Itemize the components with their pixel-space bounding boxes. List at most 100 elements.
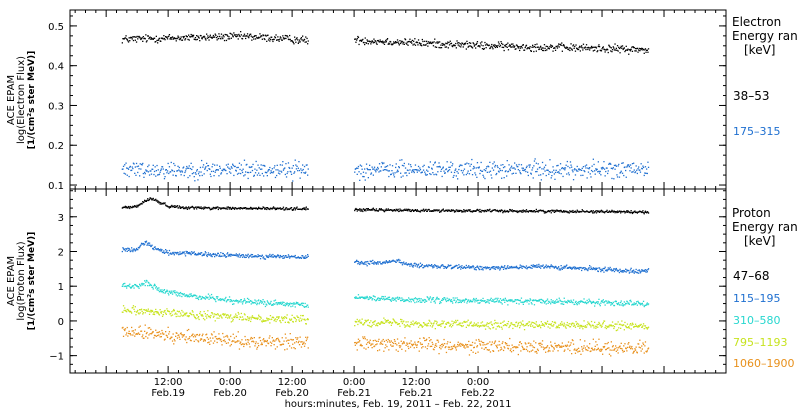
- proton-point-series-0: [182, 206, 184, 208]
- proton-point-series-2: [450, 299, 453, 301]
- electron-point-series-1: [435, 174, 438, 176]
- proton-point-series-3: [385, 320, 387, 322]
- proton-point-series-3: [471, 325, 473, 327]
- proton-point-series-2: [528, 303, 530, 305]
- proton-point-series-2: [558, 297, 560, 299]
- electron-point-series-0: [423, 44, 425, 46]
- electron-point-series-0: [447, 47, 449, 49]
- electron-point-series-0: [370, 41, 373, 43]
- proton-point-series-2: [287, 305, 290, 307]
- electron-point-series-0: [126, 39, 128, 41]
- proton-point-series-0: [564, 210, 567, 212]
- proton-point-series-2: [237, 302, 239, 304]
- proton-point-series-3: [261, 321, 263, 323]
- proton-point-series-1: [590, 267, 593, 270]
- proton-point-series-3: [365, 320, 368, 322]
- proton-point-series-0: [554, 209, 556, 212]
- proton-point-series-2: [368, 298, 370, 300]
- electron-point-series-1: [421, 171, 423, 173]
- electron-point-series-1: [253, 174, 255, 176]
- electron-point-series-0: [134, 39, 136, 41]
- proton-point-series-2: [492, 298, 494, 301]
- electron-point-series-0: [139, 37, 141, 39]
- proton-point-series-3: [358, 321, 360, 323]
- electron-point-series-0: [356, 38, 358, 40]
- electron-point-series-0: [411, 39, 413, 42]
- electron-point-series-0: [209, 34, 211, 36]
- proton-point-series-3: [257, 317, 259, 319]
- electron-point-series-0: [427, 45, 429, 47]
- proton-point-series-3: [356, 321, 358, 323]
- proton-point-series-3: [225, 316, 227, 318]
- proton-point-series-3: [581, 326, 583, 328]
- proton-point-series-3: [175, 312, 177, 314]
- proton-point-series-3: [530, 323, 532, 325]
- proton-point-series-2: [610, 302, 612, 304]
- proton-point-series-3: [598, 323, 601, 325]
- proton-point-series-0: [490, 211, 492, 213]
- proton-point-series-2: [223, 299, 225, 301]
- electron-point-series-1: [373, 168, 375, 170]
- proton-point-series-1: [592, 268, 594, 270]
- proton-point-series-0: [222, 207, 224, 209]
- electron-point-series-1: [254, 168, 256, 170]
- proton-point-series-2: [159, 289, 161, 291]
- proton-point-series-1: [173, 254, 175, 256]
- proton-point-series-3: [621, 324, 624, 327]
- electron-point-series-0: [392, 43, 394, 45]
- xtick-label-time: 0:00: [467, 377, 489, 388]
- proton-point-series-2: [641, 302, 643, 304]
- proton-point-series-3: [460, 325, 462, 327]
- electron-point-series-1: [260, 164, 262, 166]
- electron-point-series-1: [281, 164, 283, 166]
- electron-point-series-1: [264, 165, 266, 167]
- proton-point-series-0: [611, 209, 613, 211]
- electron-point-series-1: [432, 164, 435, 166]
- proton-point-series-3: [593, 327, 595, 329]
- proton-point-series-2: [474, 301, 476, 303]
- proton-point-series-3: [480, 322, 482, 324]
- proton-point-series-2: [303, 305, 305, 308]
- proton-point-series-2: [607, 302, 609, 304]
- proton-point-series-3: [535, 321, 537, 323]
- proton-point-series-0: [549, 210, 551, 212]
- electron-point-series-1: [601, 168, 603, 170]
- proton-point-series-1: [399, 259, 401, 261]
- proton-point-series-1: [609, 266, 611, 269]
- proton-point-series-1: [266, 256, 268, 258]
- electron-point-series-1: [366, 167, 368, 170]
- proton-point-series-2: [628, 303, 630, 305]
- proton-point-series-1: [595, 268, 598, 270]
- proton-point-series-0: [499, 210, 502, 213]
- proton-point-series-2: [190, 293, 192, 295]
- electron-point-series-1: [212, 163, 214, 165]
- proton-point-series-3: [600, 324, 602, 326]
- electron-point-series-0: [615, 47, 617, 49]
- proton-point-series-3: [162, 314, 164, 316]
- proton-point-series-3: [426, 325, 428, 327]
- electron-point-series-1: [239, 168, 241, 171]
- proton-point-series-0: [409, 209, 411, 211]
- proton-point-series-2: [205, 295, 207, 298]
- proton-point-series-3: [558, 324, 560, 326]
- proton-point-series-1: [134, 250, 136, 252]
- proton-point-series-2: [137, 286, 139, 288]
- proton-point-series-1: [417, 264, 419, 267]
- electron-point-series-1: [279, 173, 281, 175]
- proton-point-series-2: [507, 304, 509, 306]
- proton-point-series-3: [170, 315, 172, 317]
- proton-point-series-0: [463, 209, 465, 211]
- proton-point-series-0: [136, 204, 138, 206]
- proton-point-series-3: [597, 326, 599, 328]
- proton-point-series-1: [583, 267, 585, 269]
- proton-point-series-2: [294, 303, 296, 305]
- proton-point-series-3: [494, 322, 497, 324]
- proton-point-series-2: [388, 296, 391, 298]
- proton-point-series-1: [289, 256, 291, 258]
- electron-point-series-0: [201, 38, 203, 40]
- proton-point-series-2: [409, 299, 412, 301]
- proton-point-series-3: [250, 320, 252, 323]
- proton-point-series-2: [231, 300, 233, 303]
- electron-point-series-1: [298, 169, 301, 172]
- electron-point-series-1: [258, 167, 260, 169]
